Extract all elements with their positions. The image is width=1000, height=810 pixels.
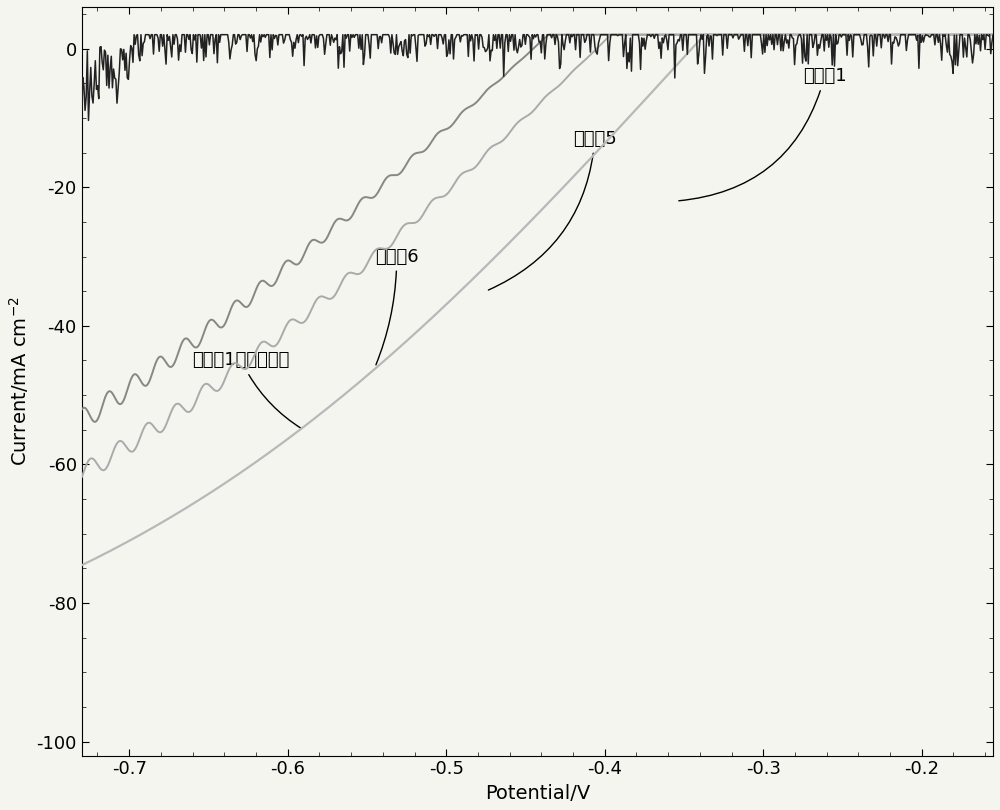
X-axis label: Potential/V: Potential/V bbox=[485, 784, 590, 803]
Text: 实施例1: 实施例1 bbox=[679, 67, 846, 201]
Text: 实施例5: 实施例5 bbox=[488, 130, 617, 290]
Y-axis label: Current/mA cm$^{-2}$: Current/mA cm$^{-2}$ bbox=[7, 296, 31, 466]
Text: 实施例1中的前驱体: 实施例1中的前驱体 bbox=[193, 352, 301, 428]
Text: 实施例6: 实施例6 bbox=[375, 248, 419, 364]
